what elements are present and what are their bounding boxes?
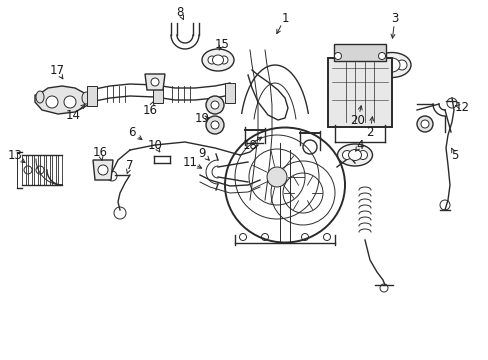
FancyBboxPatch shape: [87, 86, 97, 106]
Circle shape: [334, 53, 341, 59]
Text: 20: 20: [350, 113, 365, 126]
Ellipse shape: [348, 149, 361, 161]
Circle shape: [220, 56, 227, 64]
FancyBboxPatch shape: [333, 44, 385, 61]
Polygon shape: [145, 74, 164, 90]
Text: 17: 17: [49, 63, 64, 77]
Circle shape: [420, 120, 428, 128]
Text: 1: 1: [281, 12, 288, 24]
Circle shape: [376, 60, 386, 70]
Circle shape: [64, 96, 76, 108]
Text: 10: 10: [147, 139, 162, 152]
Bar: [58, 155, 62, 185]
Text: 9: 9: [198, 147, 205, 159]
Polygon shape: [35, 86, 88, 114]
Text: 19: 19: [194, 112, 209, 125]
Text: 7: 7: [126, 158, 134, 171]
Text: 4: 4: [356, 139, 363, 152]
Circle shape: [98, 165, 108, 175]
Ellipse shape: [36, 91, 44, 103]
Text: 11: 11: [182, 156, 197, 168]
Text: 5: 5: [450, 149, 458, 162]
Circle shape: [342, 150, 351, 159]
Circle shape: [205, 96, 224, 114]
Text: 18: 18: [242, 139, 257, 152]
FancyBboxPatch shape: [224, 83, 235, 103]
Circle shape: [210, 121, 219, 129]
Polygon shape: [93, 160, 113, 180]
Text: 16: 16: [92, 145, 107, 158]
Circle shape: [151, 78, 159, 86]
Text: 14: 14: [65, 108, 81, 122]
FancyBboxPatch shape: [327, 58, 391, 127]
Circle shape: [266, 167, 286, 187]
Circle shape: [46, 96, 58, 108]
Circle shape: [396, 60, 406, 70]
Bar: [34, 155, 38, 185]
Text: 16: 16: [142, 104, 157, 117]
Circle shape: [358, 150, 367, 159]
Ellipse shape: [82, 92, 90, 104]
Circle shape: [210, 101, 219, 109]
Text: 2: 2: [366, 126, 373, 139]
Bar: [28, 155, 32, 185]
Text: 13: 13: [7, 149, 22, 162]
Text: 6: 6: [128, 126, 136, 139]
Ellipse shape: [212, 55, 223, 65]
Bar: [40, 155, 44, 185]
Circle shape: [378, 53, 385, 59]
Ellipse shape: [372, 53, 410, 77]
Circle shape: [207, 56, 216, 64]
Ellipse shape: [383, 58, 399, 72]
Text: 8: 8: [176, 5, 183, 18]
Circle shape: [416, 116, 432, 132]
Text: 3: 3: [390, 12, 398, 24]
Bar: [46, 155, 50, 185]
Ellipse shape: [337, 144, 372, 166]
FancyBboxPatch shape: [153, 83, 163, 103]
Circle shape: [205, 116, 224, 134]
Ellipse shape: [202, 49, 234, 71]
Bar: [52, 155, 56, 185]
Text: 12: 12: [453, 100, 468, 113]
Bar: [22, 155, 26, 185]
Text: 15: 15: [214, 37, 229, 50]
